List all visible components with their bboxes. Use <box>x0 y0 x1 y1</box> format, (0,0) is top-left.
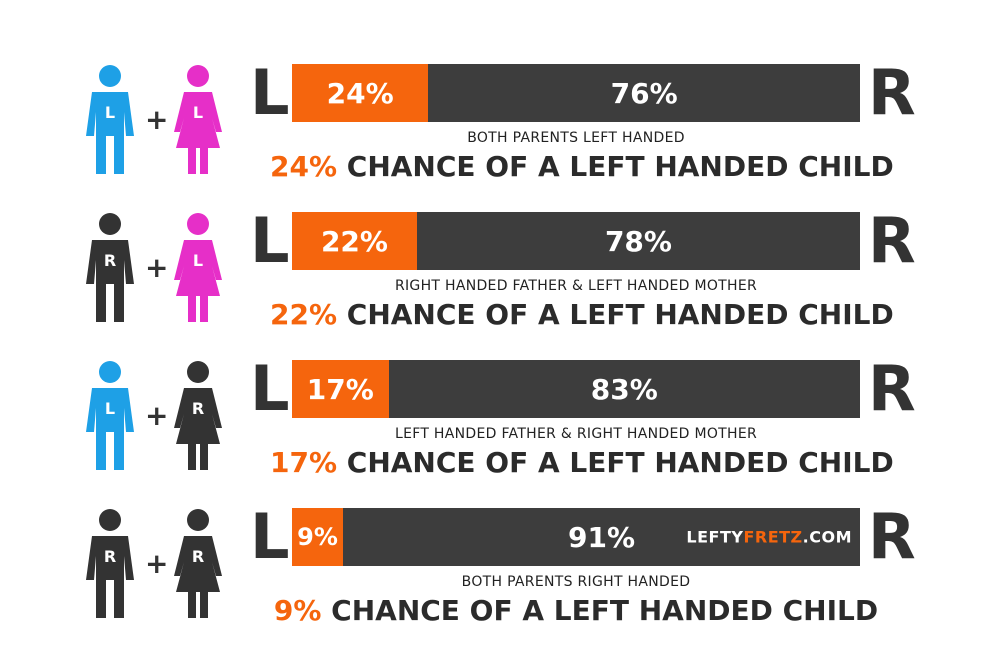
right-value-label: 78% <box>604 224 672 258</box>
right-value-label: 83% <box>590 372 658 406</box>
watermark-part: .COM <box>802 527 852 547</box>
left-side-label: L <box>250 500 290 573</box>
chart-row: R + R L R 9% 91% LEFTYFRETZ.COM BOTH PARENTS RIG… <box>0 496 1000 646</box>
right-value-label: 76% <box>610 76 678 110</box>
headline-text: CHANCE OF A LEFT HANDED CHILD <box>321 594 879 627</box>
right-handed-segment: 83% <box>389 360 860 418</box>
watermark-part: FRETZ <box>743 527 803 547</box>
svg-text:L: L <box>193 103 203 122</box>
row-description: RIGHT HANDED FATHER & LEFT HANDED MOTHER <box>394 278 758 294</box>
stacked-bar: 17% 83% <box>292 360 860 418</box>
row-headline: 9% CHANCE OF A LEFT HANDED CHILD <box>270 594 882 627</box>
right-handed-segment: 78% <box>417 212 860 270</box>
plus-icon: + <box>145 103 169 136</box>
svg-text:L: L <box>105 103 115 122</box>
mother-icon: L <box>166 62 230 182</box>
row-description: LEFT HANDED FATHER & RIGHT HANDED MOTHER <box>394 426 758 442</box>
right-side-label: R <box>868 352 916 425</box>
father-icon: R <box>78 210 142 330</box>
svg-text:R: R <box>192 547 204 566</box>
row-headline: 17% CHANCE OF A LEFT HANDED CHILD <box>270 446 894 479</box>
right-side-label: R <box>868 56 916 129</box>
stacked-bar: 22% 78% <box>292 212 860 270</box>
stacked-bar: 24% 76% <box>292 64 860 122</box>
svg-text:L: L <box>193 251 203 270</box>
plus-icon: + <box>145 547 169 580</box>
left-handed-segment: 24% <box>292 64 429 122</box>
headline-text: CHANCE OF A LEFT HANDED CHILD <box>337 298 894 331</box>
mother-icon: R <box>166 506 230 626</box>
headline-text: CHANCE OF A LEFT HANDED CHILD <box>337 150 894 183</box>
row-headline: 22% CHANCE OF A LEFT HANDED CHILD <box>270 298 894 331</box>
row-description: BOTH PARENTS LEFT HANDED <box>467 130 685 146</box>
left-side-label: L <box>250 204 290 277</box>
right-value-label: 91% <box>568 520 636 554</box>
plus-icon: + <box>145 399 169 432</box>
right-handed-segment: 91% LEFTYFRETZ.COM <box>343 508 860 566</box>
headline-percent: 22% <box>270 298 338 331</box>
headline-text: CHANCE OF A LEFT HANDED CHILD <box>337 446 894 479</box>
svg-text:R: R <box>104 251 116 270</box>
watermark-part: LEFTY <box>686 527 744 547</box>
left-side-label: L <box>250 56 290 129</box>
svg-text:R: R <box>192 399 204 418</box>
chart-row: L + R L R 17% 83% LEFT HANDED FATHER & RIGHT HA… <box>0 348 1000 498</box>
svg-text:L: L <box>105 399 115 418</box>
mother-icon: L <box>166 210 230 330</box>
left-side-label: L <box>250 352 290 425</box>
left-handed-segment: 9% <box>292 508 344 566</box>
father-icon: L <box>78 358 142 478</box>
right-side-label: R <box>868 500 916 573</box>
right-side-label: R <box>868 204 916 277</box>
headline-percent: 24% <box>270 150 338 183</box>
plus-icon: + <box>145 251 169 284</box>
father-icon: L <box>78 62 142 182</box>
father-icon: R <box>78 506 142 626</box>
left-handed-segment: 22% <box>292 212 417 270</box>
watermark: LEFTYFRETZ.COM <box>686 528 852 547</box>
svg-text:R: R <box>104 547 116 566</box>
headline-percent: 17% <box>270 446 338 479</box>
row-description: BOTH PARENTS RIGHT HANDED <box>461 574 691 590</box>
chart-row: L + L L R 24% 76% BOTH PARENTS LEFT HANDED 24% C… <box>0 52 1000 202</box>
headline-percent: 9% <box>273 594 322 627</box>
mother-icon: R <box>166 358 230 478</box>
row-headline: 24% CHANCE OF A LEFT HANDED CHILD <box>270 150 894 183</box>
chart-row: R + L L R 22% 78% RIGHT HANDED FATHER & LEFT HA… <box>0 200 1000 350</box>
left-handed-segment: 17% <box>292 360 389 418</box>
right-handed-segment: 76% <box>428 64 860 122</box>
stacked-bar: 9% 91% LEFTYFRETZ.COM <box>292 508 860 566</box>
